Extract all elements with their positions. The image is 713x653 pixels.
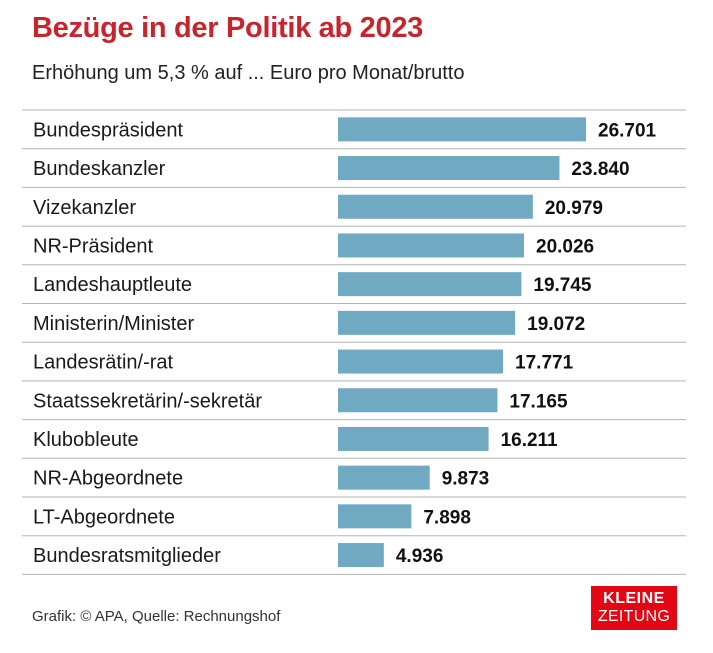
category-label: Landeshauptleute — [33, 274, 192, 296]
category-label: Landesrätin/-rat — [33, 352, 174, 374]
logo-line-1: KLEINE — [603, 590, 665, 607]
bar — [338, 310, 516, 335]
category-label: Bundeskanzler — [33, 158, 166, 180]
bar — [338, 543, 384, 568]
value-label: 20.026 — [536, 236, 594, 257]
value-label: 20.979 — [545, 198, 603, 219]
category-label: Klubobleute — [33, 429, 139, 451]
bar — [338, 194, 533, 219]
bar — [338, 504, 412, 529]
value-label: 19.072 — [527, 314, 585, 335]
category-label: Vizekanzler — [33, 197, 136, 219]
value-label: 17.771 — [515, 353, 574, 374]
source-note: Grafik: © APA, Quelle: Rechnungshof — [32, 608, 281, 625]
chart-title: Bezüge in der Politik ab 2023 — [32, 12, 423, 44]
bar — [338, 272, 522, 297]
category-label: Staatssekretärin/-sekretär — [33, 390, 262, 412]
value-label: 17.165 — [509, 391, 568, 412]
value-label: 7.898 — [423, 507, 471, 528]
value-label: 16.211 — [501, 430, 558, 451]
bar — [338, 156, 560, 181]
bar — [338, 349, 504, 374]
chart-subtitle: Erhöhung um 5,3 % auf ... Euro pro Monat… — [32, 62, 465, 84]
category-label: NR-Abgeordnete — [33, 468, 183, 490]
kleine-zeitung-logo: KLEINE ZEITUNG — [591, 586, 677, 630]
bar — [338, 426, 489, 451]
value-label: 19.745 — [533, 275, 592, 296]
logo-line-2: ZEITUNG — [597, 608, 671, 625]
category-label: LT-Abgeordnete — [33, 506, 175, 528]
value-label: 23.840 — [571, 159, 629, 180]
value-label: 9.873 — [442, 469, 490, 490]
category-label: Ministerin/Minister — [33, 313, 194, 335]
bar — [338, 117, 586, 142]
category-label: Bundespräsident — [33, 119, 184, 141]
bar — [338, 465, 430, 490]
category-label: NR-Präsident — [33, 235, 153, 257]
bar — [338, 233, 525, 258]
category-label: Bundesratsmitglieder — [33, 545, 221, 567]
value-label: 4.936 — [396, 546, 444, 567]
bar — [338, 388, 498, 413]
value-label: 26.701 — [598, 120, 657, 141]
